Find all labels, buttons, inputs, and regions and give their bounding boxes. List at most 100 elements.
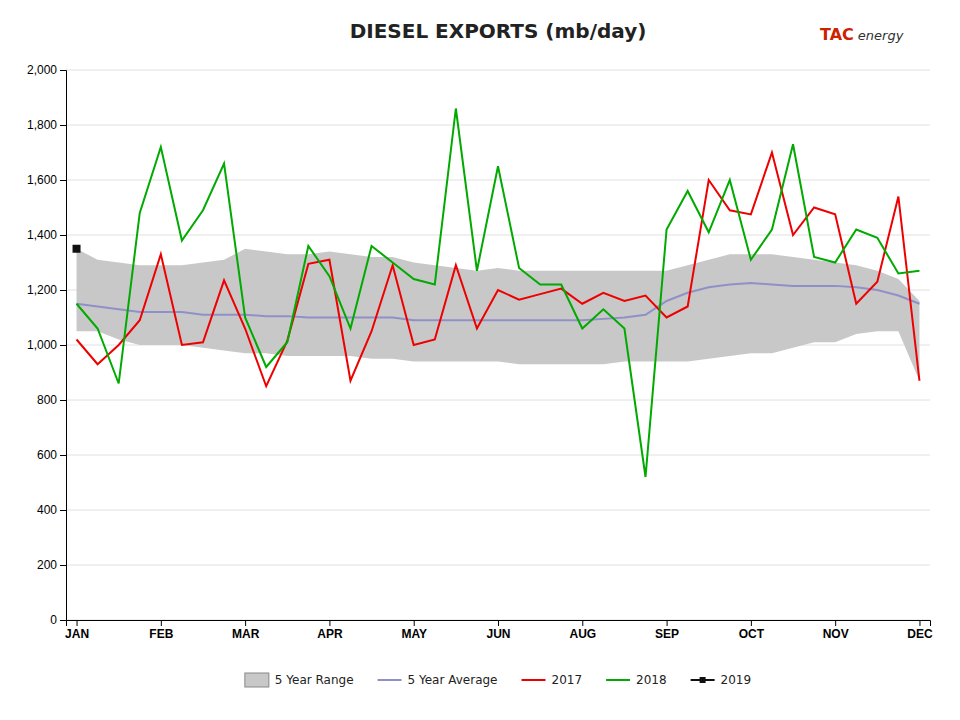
y-tick: 2,000	[27, 63, 66, 77]
x-tick: AUG	[569, 620, 596, 641]
y-tick-label: 600	[37, 448, 57, 462]
x-tick-label: OCT	[739, 627, 765, 641]
series-marker	[73, 245, 81, 253]
x-tick: NOV	[823, 620, 849, 641]
legend-item: 5 Year Range	[245, 673, 354, 687]
y-tick: 1,200	[27, 283, 66, 297]
legend-marker	[700, 677, 706, 683]
y-tick: 800	[37, 393, 66, 407]
y-tick-mark	[60, 180, 66, 181]
y-tick-mark	[60, 565, 66, 566]
x-tick: MAR	[232, 620, 260, 641]
grid-line	[66, 565, 930, 566]
x-tick-mark	[582, 620, 583, 626]
x-tick: JUN	[486, 620, 510, 641]
range-area	[77, 249, 920, 381]
y-tick-mark	[60, 400, 66, 401]
y-tick-mark	[60, 455, 66, 456]
y-tick-label: 1,000	[27, 338, 57, 352]
x-tick-mark	[498, 620, 499, 626]
legend-swatch	[606, 679, 630, 681]
y-tick-label: 200	[37, 558, 57, 572]
y-tick-mark	[60, 125, 66, 126]
x-tick: DEC	[907, 620, 933, 641]
legend-label: 2019	[721, 673, 752, 687]
y-tick-mark	[60, 290, 66, 291]
x-tick-label: DEC	[907, 627, 933, 641]
marks	[73, 109, 920, 478]
x-tick-mark	[667, 620, 668, 626]
y-axis: 0 200 400 600 800 1,000 1,200 1,400 1,600 1,800 2,…	[27, 63, 67, 627]
x-tick-label: JAN	[65, 627, 89, 641]
y-tick-mark	[60, 510, 66, 511]
chart: DIESEL EXPORTS (mb/day) TAC energy JAN FEB MA…	[0, 0, 960, 720]
x-tick-mark	[414, 620, 415, 626]
x-tick-label: SEP	[655, 627, 679, 641]
grid-line	[66, 70, 930, 71]
plot: JAN FEB MAR APR MAY JUN AUG SEP OCT NOV DEC 0 200 400…	[27, 63, 933, 640]
x-tick-label: NOV	[823, 627, 849, 641]
y-tick-label: 1,600	[27, 173, 57, 187]
x-tick-mark	[77, 620, 78, 626]
annotations: TAC energy	[820, 25, 904, 44]
x-tick-mark	[161, 620, 162, 626]
x-tick-mark	[751, 620, 752, 626]
legend-item: 2019	[691, 673, 752, 687]
y-tick-mark	[60, 620, 66, 621]
legend-label: 2017	[552, 673, 583, 687]
x-tick-label: MAR	[232, 627, 260, 641]
annotation: energy	[858, 28, 904, 43]
x-tick-label: JUN	[486, 627, 510, 641]
y-tick: 0	[50, 613, 66, 627]
grid-line	[66, 455, 930, 456]
legend-swatch	[522, 679, 546, 681]
y-tick: 1,400	[27, 228, 66, 242]
x-tick-mark	[329, 620, 330, 626]
x-tick: MAY	[401, 620, 427, 641]
y-tick: 400	[37, 503, 66, 517]
legend-item: 2017	[522, 673, 583, 687]
y-tick: 600	[37, 448, 66, 462]
series-line	[77, 153, 920, 387]
x-tick-label: APR	[317, 627, 343, 641]
y-tick: 1,600	[27, 173, 66, 187]
x-tick: SEP	[655, 620, 679, 641]
legend-label: 5 Year Range	[275, 673, 354, 687]
y-tick-mark	[60, 235, 66, 236]
grid-line	[66, 400, 930, 401]
legend-label: 2018	[636, 673, 667, 687]
x-axis: JAN FEB MAR APR MAY JUN AUG SEP OCT NOV DEC	[65, 620, 933, 641]
y-tick: 1,800	[27, 118, 66, 132]
y-tick-label: 2,000	[27, 63, 57, 77]
x-tick-label: MAY	[401, 627, 427, 641]
y-tick-label: 1,200	[27, 283, 57, 297]
legend-swatch	[378, 679, 402, 681]
y-tick-label: 0	[50, 613, 57, 627]
x-tick-label: FEB	[149, 627, 173, 641]
annotation: TAC	[820, 25, 854, 44]
y-tick: 200	[37, 558, 66, 572]
grid-line	[66, 235, 930, 236]
legend-label: 5 Year Average	[408, 673, 498, 687]
y-tick-label: 1,400	[27, 228, 57, 242]
x-tick-mark	[835, 620, 836, 626]
y-tick-mark	[60, 70, 66, 71]
x-tick: APR	[317, 620, 343, 641]
series-line	[77, 109, 920, 478]
y-axis-line	[60, 71, 67, 621]
legend-item: 5 Year Average	[378, 673, 498, 687]
y-tick-mark	[60, 345, 66, 346]
legend: 5 Year Range 5 Year Average 2017 2018 2019	[245, 673, 751, 687]
x-tick-mark	[919, 620, 920, 626]
y-tick-label: 800	[37, 393, 57, 407]
legend-item: 2018	[606, 673, 667, 687]
y-tick-label: 1,800	[27, 118, 57, 132]
y-tick: 1,000	[27, 338, 66, 352]
x-tick-mark	[245, 620, 246, 626]
x-tick: OCT	[739, 620, 765, 641]
grid-line	[66, 510, 930, 511]
grid-line	[66, 125, 930, 126]
grid	[66, 70, 930, 620]
title: DIESEL EXPORTS (mb/day)	[350, 19, 647, 43]
series-line	[77, 283, 920, 320]
